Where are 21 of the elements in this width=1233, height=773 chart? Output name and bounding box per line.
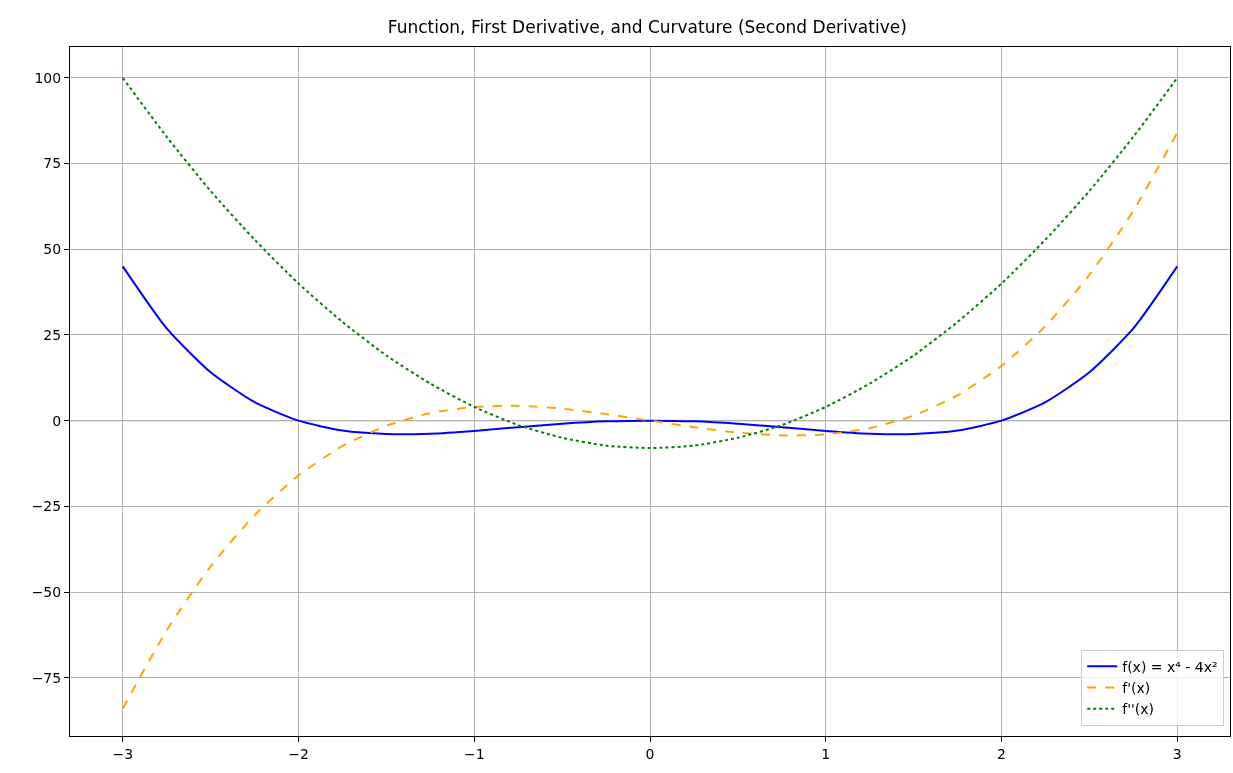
chart-title: Function, First Derivative, and Curvature (Second Derivative) xyxy=(387,17,907,38)
x-tick-label: 3 xyxy=(1172,745,1182,762)
y-tick-label: −75 xyxy=(31,669,62,686)
x-tick-label: 0 xyxy=(645,745,655,762)
y-tick-label: −25 xyxy=(31,498,62,515)
x-tick-label: −2 xyxy=(288,745,309,762)
x-tick-label: 1 xyxy=(821,745,831,762)
line-series xyxy=(121,265,1179,436)
y-tick-label: 0 xyxy=(52,412,62,429)
line-series xyxy=(121,76,1179,450)
legend-label: f(x) = x⁴ - 4x² xyxy=(1122,658,1218,675)
y-tick-label: −50 xyxy=(31,583,62,600)
x-tick-label: −1 xyxy=(463,745,485,762)
x-tick-label: −3 xyxy=(112,745,134,762)
y-tick-label: 25 xyxy=(43,326,62,343)
y-tick-label: 100 xyxy=(34,69,62,86)
y-tick-label: 75 xyxy=(43,155,62,172)
legend-label: f''(x) xyxy=(1122,701,1155,718)
y-tick-label: 50 xyxy=(43,241,62,258)
x-tick-label: 2 xyxy=(997,745,1006,762)
legend-label: f'(x) xyxy=(1122,679,1151,696)
